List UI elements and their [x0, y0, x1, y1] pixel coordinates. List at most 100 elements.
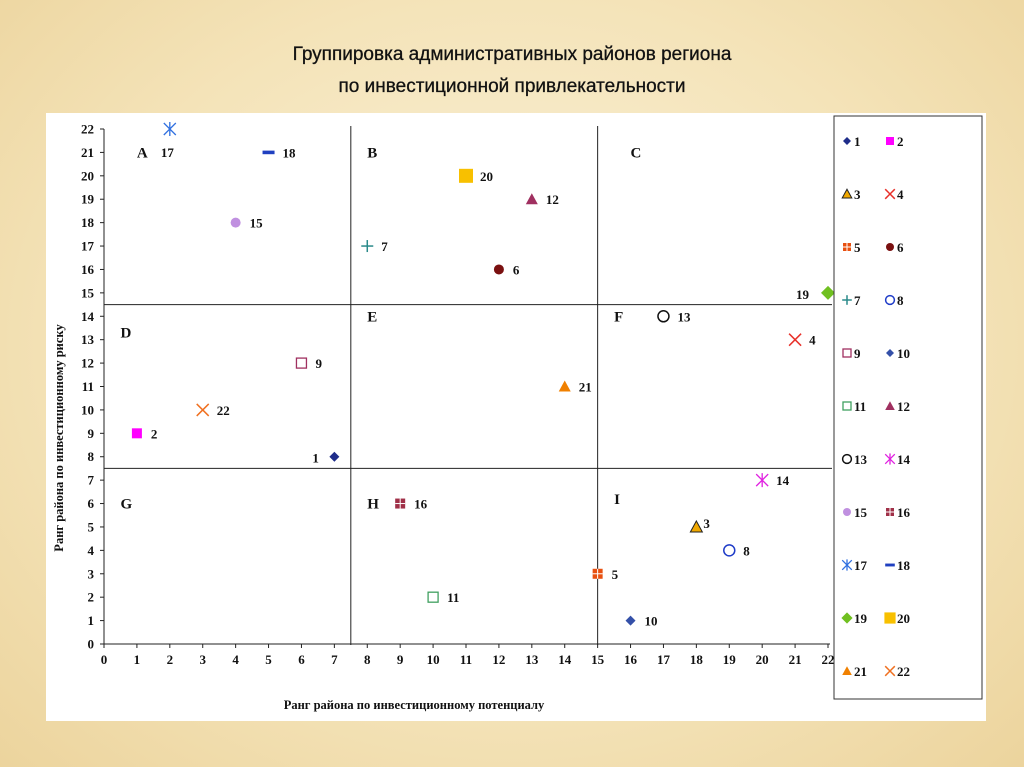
- legend-entry-11: 11: [842, 399, 866, 414]
- legend-label: 15: [854, 505, 868, 520]
- marker-shape: [459, 168, 473, 183]
- legend-box: [833, 115, 983, 700]
- legend-label: 10: [897, 346, 910, 361]
- x-tick-label: 8: [364, 652, 371, 667]
- y-tick-label: 7: [88, 473, 95, 488]
- data-label: 8: [743, 543, 750, 558]
- legend-label: 21: [854, 664, 867, 679]
- data-label: 18: [283, 145, 297, 160]
- tick-labels: 0 1 2 3 4 5 6 7 8 9 10 11 12 13 14 15 16 17 18 19 20 21 220123…: [81, 122, 835, 668]
- data-point-18: 18: [262, 145, 297, 160]
- legend-entry-15: 15: [843, 505, 868, 520]
- legend-entry-20: 20: [884, 611, 910, 626]
- y-tick-label: 0: [88, 637, 95, 652]
- zone-label-a: A: [137, 145, 148, 161]
- legend-label: 2: [897, 134, 904, 149]
- data-point-1: 1: [312, 451, 340, 466]
- data-point-14: 14: [755, 473, 790, 488]
- x-tick-label: 2: [167, 652, 174, 667]
- legend-label: 9: [854, 346, 861, 361]
- x-tick-label: 7: [331, 652, 338, 667]
- y-tick-label: 20: [81, 168, 94, 183]
- marker-shape: [230, 217, 241, 228]
- marker-shape: [525, 193, 538, 205]
- scatter-chart: 0 1 2 3 4 5 6 7 8 9 10 11 12 13 14 15 16 17 18 19 20 21 220123…: [52, 115, 983, 712]
- legend-label: 14: [897, 452, 911, 467]
- data-point-17: 17: [161, 122, 177, 160]
- marker-shape: [884, 188, 896, 200]
- x-tick-label: 9: [397, 652, 404, 667]
- marker-shape: [131, 428, 142, 439]
- zone-labels: A B C D E F G H I: [120, 145, 641, 512]
- x-tick-label: 11: [460, 652, 472, 667]
- marker-shape: [329, 451, 340, 462]
- data-point-16: 16: [395, 497, 428, 512]
- data-point-10: 10: [625, 614, 658, 629]
- y-tick-label: 2: [88, 590, 95, 605]
- marker-shape: [657, 310, 670, 323]
- legend-label: 7: [854, 293, 861, 308]
- y-tick-label: 8: [88, 449, 95, 464]
- marker-shape: [262, 150, 275, 155]
- zone-label-f: F: [614, 309, 623, 325]
- y-tick-label: 16: [81, 262, 95, 277]
- y-tick-label: 10: [81, 402, 94, 417]
- data-point-21: 21: [558, 380, 592, 395]
- data-point-7: 7: [361, 239, 388, 254]
- marker-shape: [841, 453, 853, 465]
- zone-label-g: G: [120, 497, 132, 513]
- x-tick-label: 15: [591, 652, 605, 667]
- zone-label-b: B: [367, 145, 377, 161]
- data-label: 11: [447, 590, 459, 605]
- data-label: 15: [250, 216, 263, 231]
- marker-shape: [842, 348, 852, 358]
- data-label: 20: [480, 169, 493, 184]
- data-point-8: 8: [723, 543, 750, 558]
- data-label: 3: [703, 516, 710, 531]
- legend-entry-21: 21: [842, 664, 867, 679]
- y-tick-label: 22: [81, 122, 94, 137]
- y-tick-label: 15: [81, 285, 95, 300]
- x-tick-label: 18: [690, 652, 704, 667]
- y-tick-label: 21: [81, 145, 94, 160]
- legend-entry-7: 7: [842, 293, 861, 308]
- y-tick-label: 9: [88, 426, 95, 441]
- data-label: 7: [381, 239, 388, 254]
- x-tick-label: 19: [723, 652, 737, 667]
- quadrant-dividers: [104, 126, 832, 645]
- legend-label: 4: [897, 187, 904, 202]
- y-tick-label: 11: [82, 379, 94, 394]
- marker-shape: [841, 188, 853, 199]
- marker-shape: [885, 401, 895, 410]
- data-label: 9: [315, 356, 322, 371]
- x-tick-label: 4: [232, 652, 239, 667]
- x-axis-label: Ранг района по инвестиционному потенциал…: [284, 698, 545, 712]
- x-tick-label: 1: [134, 652, 141, 667]
- x-tick-label: 20: [756, 652, 769, 667]
- data-label: 4: [809, 333, 816, 348]
- marker-shape: [886, 137, 894, 145]
- legend-label: 18: [897, 558, 911, 573]
- legend-entry-4: 4: [884, 187, 904, 202]
- chart-title-line-2: по инвестиционной привлекательности: [338, 76, 686, 97]
- y-tick-label: 18: [81, 215, 95, 230]
- data-label: 17: [161, 145, 175, 160]
- marker-shape: [884, 294, 896, 306]
- data-point-5: 5: [592, 567, 619, 582]
- y-tick-label: 3: [88, 566, 95, 581]
- chart-panel: 0 1 2 3 4 5 6 7 8 9 10 11 12 13 14 15 16 17 18 19 20 21 22 0 1 2 3…: [46, 113, 986, 721]
- data-label: 5: [612, 567, 619, 582]
- data-point-9: 9: [295, 356, 322, 371]
- marker-shape: [788, 333, 802, 347]
- zone-label-e: E: [367, 309, 377, 325]
- marker-shape: [842, 401, 852, 411]
- axes: [103, 129, 830, 645]
- data-point-12: 12: [525, 192, 559, 207]
- legend-label: 11: [854, 399, 866, 414]
- x-tick-label: 12: [492, 652, 505, 667]
- marker-shape: [625, 615, 636, 626]
- x-tick-label: 22: [822, 652, 835, 667]
- data-label: 14: [776, 473, 790, 488]
- data-point-22: 22: [196, 403, 230, 418]
- legend-label: 3: [854, 187, 861, 202]
